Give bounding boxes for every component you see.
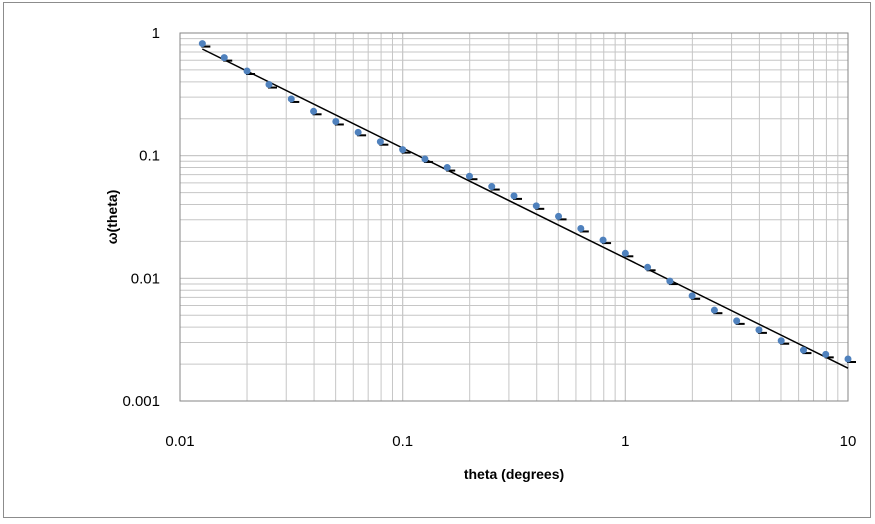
- data-point: [376, 138, 384, 146]
- data-point: [599, 236, 607, 244]
- data-point: [644, 263, 652, 271]
- x-tick-label: 0.01: [165, 433, 194, 450]
- data-point: [822, 350, 830, 358]
- data-point: [265, 81, 273, 89]
- data-point: [755, 326, 763, 334]
- data-point: [399, 146, 407, 154]
- data-point: [777, 337, 785, 345]
- data-point: [243, 67, 251, 75]
- y-tick-label: 1: [152, 25, 160, 42]
- data-point: [733, 317, 741, 325]
- y-tick-label: 0.001: [122, 393, 160, 410]
- plot-area-border: [179, 32, 849, 402]
- data-point: [577, 224, 585, 232]
- data-point: [532, 202, 540, 210]
- y-tick-label: 0.01: [131, 270, 160, 287]
- trend-lines: [201, 48, 849, 369]
- data-point: [421, 155, 429, 163]
- data-point: [621, 249, 629, 257]
- data-point: [220, 54, 228, 62]
- data-point: [488, 183, 496, 191]
- data-point: [332, 117, 340, 125]
- y-tick-labels: 0.001 0.01 0.1 1: [122, 25, 160, 410]
- chart-svg: 0.01 0.1 1 10 0.001 0.01 0.1 1 theta (degrees)…: [104, 25, 856, 482]
- data-point: [310, 107, 318, 115]
- y-tick-label: 0.1: [139, 148, 160, 165]
- data-point: [688, 292, 696, 300]
- data-points: [198, 40, 856, 363]
- x-tick-label: 1: [621, 433, 629, 450]
- data-point: [354, 128, 362, 136]
- data-point: [510, 192, 518, 200]
- data-point: [465, 172, 473, 180]
- x-tick-label: 0.1: [392, 433, 413, 450]
- power-law-fit-line: [201, 48, 849, 369]
- data-point: [287, 95, 295, 103]
- x-axis-title: theta (degrees): [464, 466, 564, 482]
- data-point: [666, 277, 674, 285]
- y-axis-title: ω(theta): [104, 190, 120, 245]
- data-point: [443, 164, 451, 172]
- data-point: [555, 212, 563, 220]
- data-point: [799, 346, 807, 354]
- chart-area: 0.01 0.1 1 10 0.001 0.01 0.1 1 theta (degrees)…: [3, 2, 871, 518]
- grid: [179, 32, 849, 402]
- data-point: [710, 306, 718, 314]
- data-point: [198, 40, 206, 48]
- x-tick-label: 10: [840, 433, 857, 450]
- x-tick-labels: 0.01 0.1 1 10: [165, 433, 856, 450]
- data-point: [844, 355, 852, 363]
